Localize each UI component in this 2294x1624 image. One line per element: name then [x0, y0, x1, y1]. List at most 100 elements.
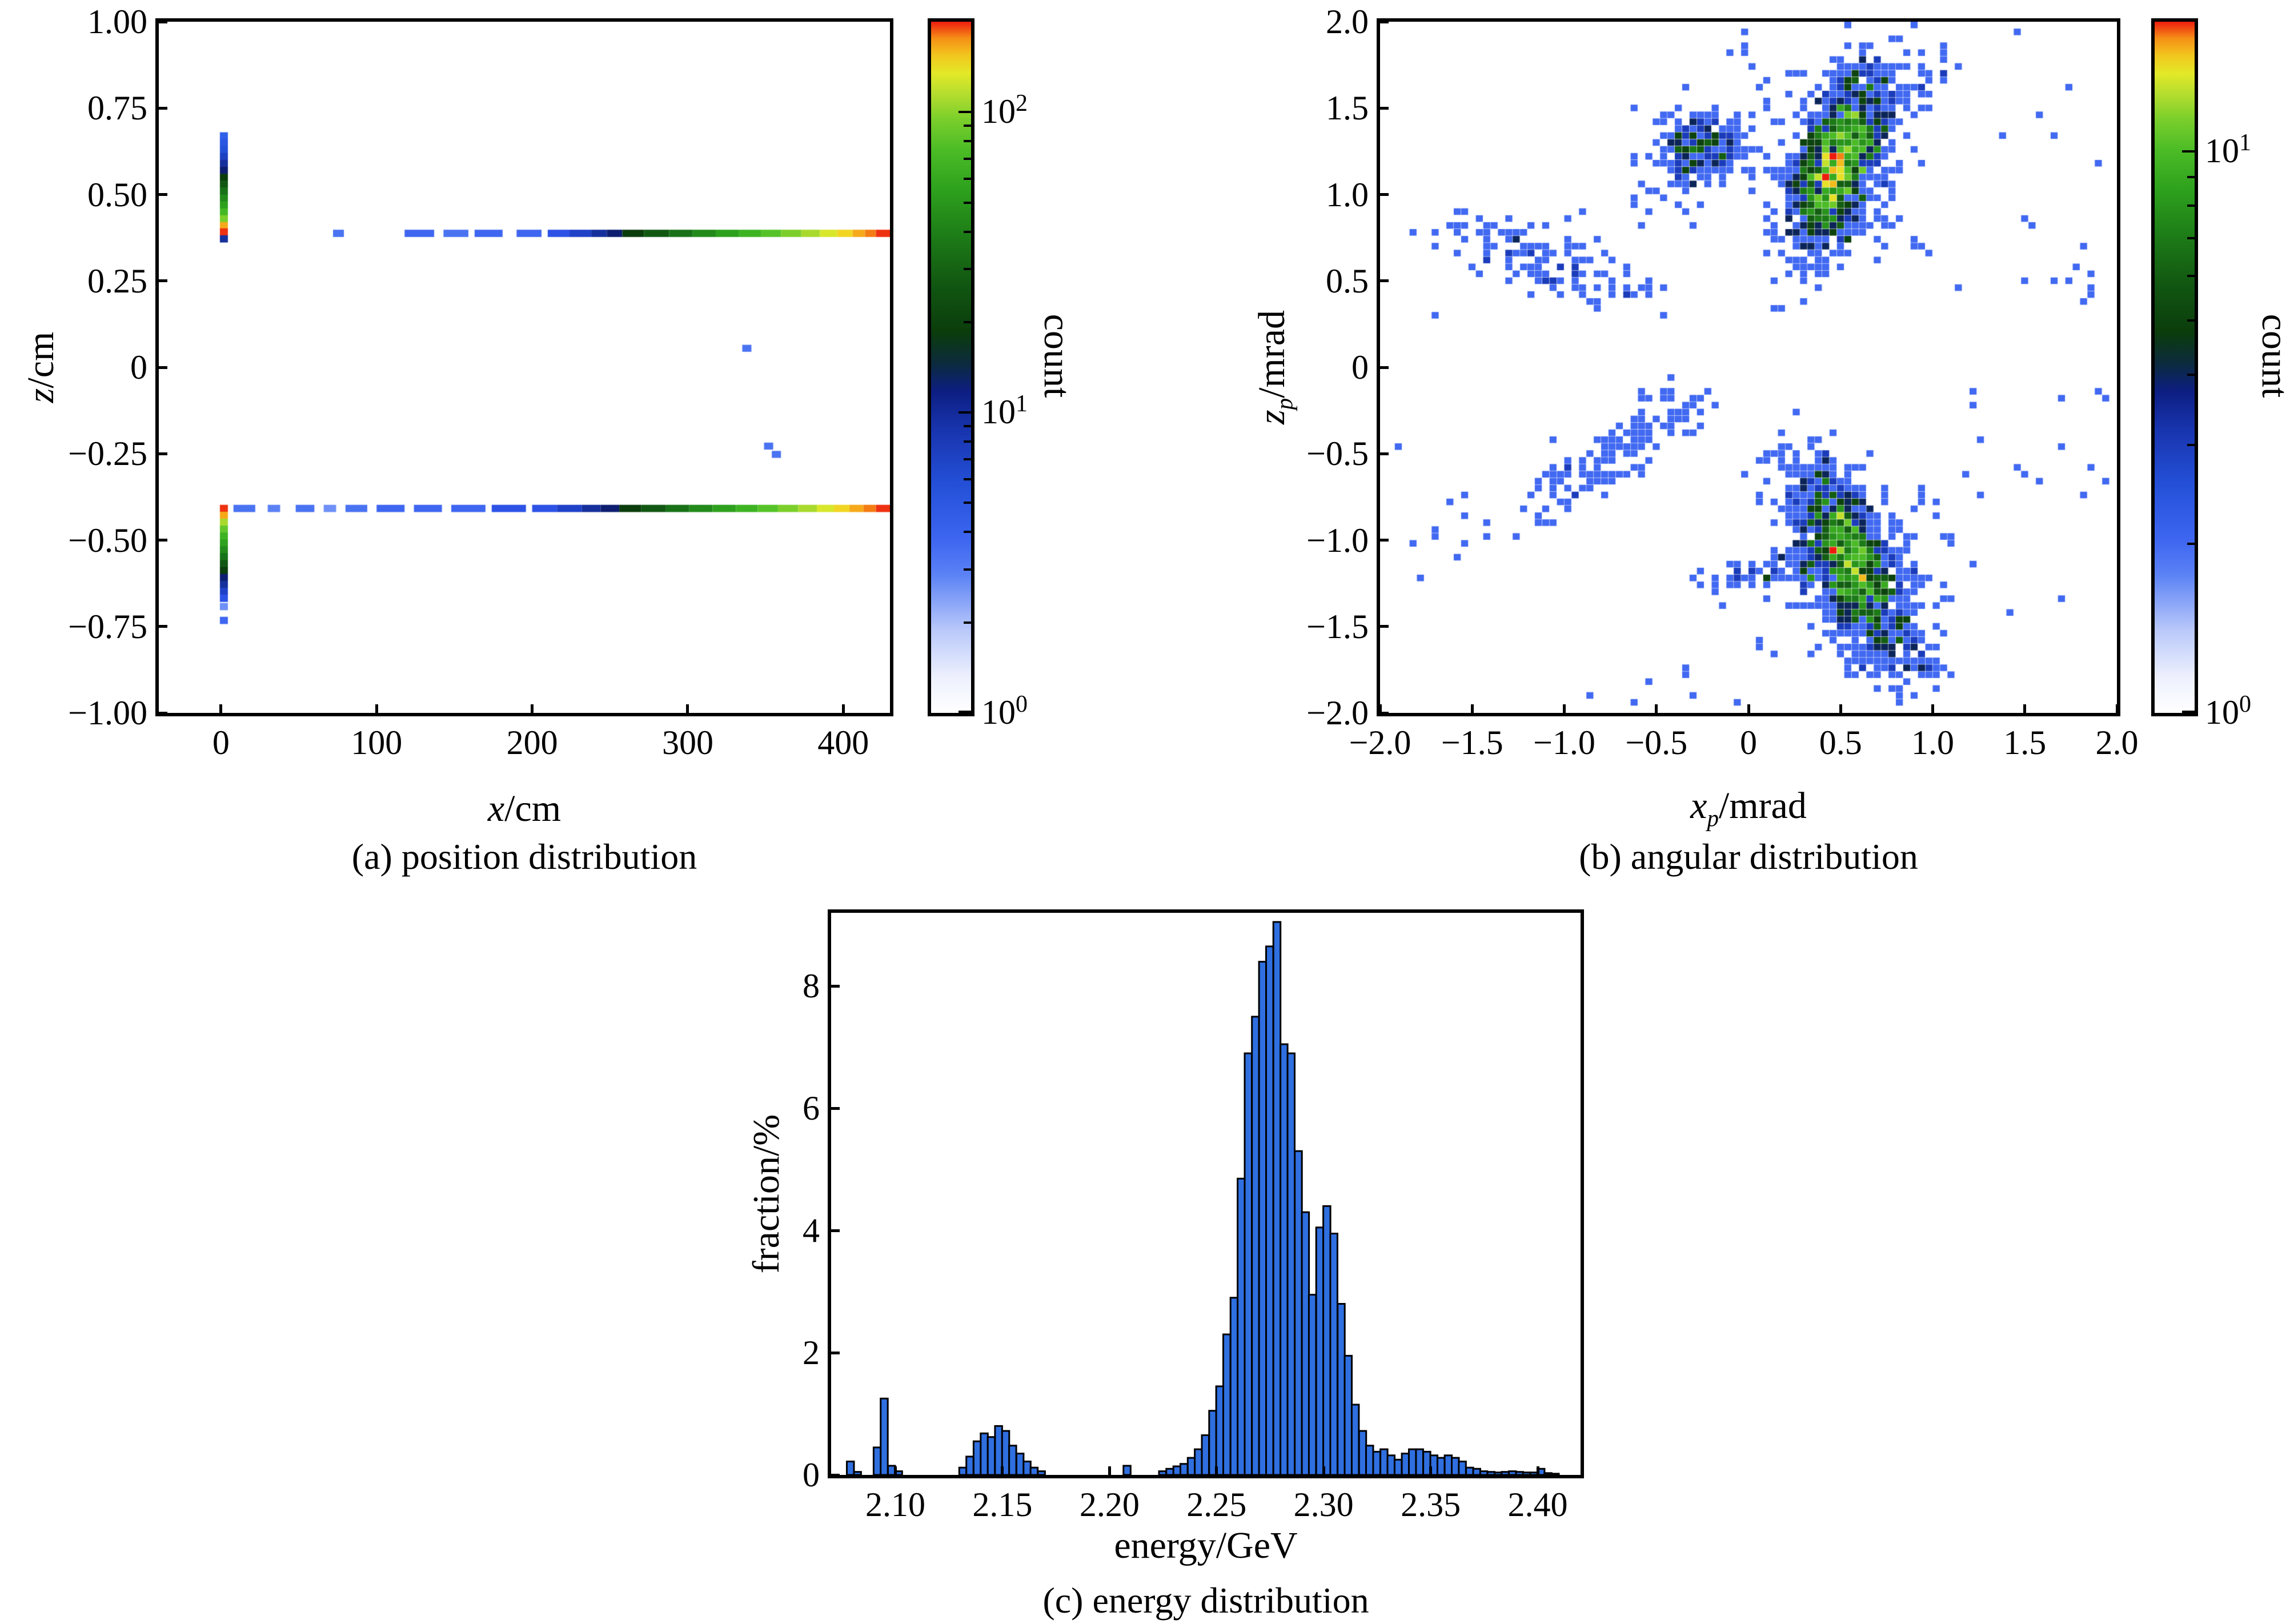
histogram-bar	[1443, 1454, 1453, 1475]
colorbar-minor-tick	[964, 125, 971, 127]
x-axis-label-b: xp/mrad	[1690, 784, 1807, 832]
tick-label-y: 1.5	[1326, 89, 1369, 127]
tick-label-y: 0.5	[1326, 262, 1369, 300]
colorbar-minor-tick	[2187, 373, 2195, 376]
colorbar-minor-tick	[964, 230, 971, 233]
colorbar-minor-tick	[964, 478, 971, 480]
histogram-bar	[1343, 1354, 1353, 1475]
histogram-bar	[1486, 1471, 1496, 1475]
histogram-bar	[1386, 1454, 1395, 1475]
histogram-bar	[1350, 1404, 1360, 1475]
colorbar-minor-tick	[964, 140, 971, 143]
histogram-bar	[1522, 1471, 1531, 1475]
tick-label-y: −1.5	[1306, 607, 1369, 645]
tick-label-y: 0	[1351, 348, 1369, 386]
colorbar-minor-tick	[964, 320, 971, 323]
tick-label-y: 0.50	[87, 175, 147, 214]
colorbar-tick-label: 102	[981, 90, 1028, 131]
colorbar-minor-tick	[964, 268, 971, 271]
tick-label-x: 1.5	[2003, 724, 2047, 761]
y-tick	[1380, 366, 1389, 369]
histogram-bar	[1308, 1294, 1317, 1475]
tick-label-x: 2.40	[1507, 1486, 1568, 1523]
histogram-bar	[853, 1471, 862, 1475]
histogram-bar	[972, 1440, 982, 1475]
x-tick	[1747, 704, 1750, 713]
colorbar-minor-tick	[2187, 443, 2195, 446]
subplot-angular-distribution	[1377, 18, 2120, 716]
tick-label-y: 1.0	[1326, 175, 1369, 214]
colorbar-minor-tick	[2187, 542, 2195, 545]
colorbar-minor-tick	[964, 502, 971, 504]
histogram-bar	[1322, 1205, 1332, 1475]
x-tick	[1470, 704, 1474, 713]
histogram-bar	[1515, 1471, 1524, 1475]
tick-label-x: 0	[1740, 724, 1757, 761]
colorbar-tick-label: 101	[2205, 129, 2251, 170]
tick-label-x: 0.5	[1819, 724, 1862, 761]
histogram-bar	[1372, 1450, 1381, 1475]
tick-label-x: 2.35	[1401, 1486, 1461, 1523]
colorbar-a-title: count	[1036, 314, 1078, 398]
histogram-bar	[1015, 1453, 1025, 1475]
histogram-bar	[880, 1397, 889, 1475]
histogram-bar	[1543, 1472, 1553, 1475]
colorbar-tick-label: 100	[981, 691, 1028, 731]
y-tick	[1380, 711, 1389, 715]
tick-label-y: 2.0	[1326, 3, 1369, 41]
histogram-bar	[980, 1432, 989, 1475]
y-tick	[831, 1229, 840, 1232]
histogram-bar	[1408, 1448, 1417, 1475]
x-tick	[2023, 704, 2027, 713]
x-tick	[531, 704, 534, 713]
histogram-bar	[965, 1455, 974, 1475]
y-tick	[1380, 625, 1389, 628]
x-tick	[375, 704, 378, 713]
histogram-bar	[1365, 1445, 1374, 1475]
histogram-bar	[958, 1466, 968, 1475]
y-tick	[831, 1473, 840, 1477]
x-tick	[2115, 704, 2119, 713]
tick-label-x: −1.5	[1441, 724, 1503, 761]
x-tick	[1108, 1466, 1111, 1475]
tick-label-y: −2.0	[1306, 694, 1369, 732]
x-tick	[1215, 1466, 1218, 1475]
tick-label-x: 400	[817, 724, 869, 761]
colorbar-minor-tick	[2187, 204, 2195, 207]
histogram-bar	[1436, 1457, 1446, 1475]
histogram-bar	[872, 1446, 882, 1475]
tick-label-y: −0.5	[1306, 435, 1369, 473]
x-tick	[893, 1466, 897, 1475]
histogram-bar	[1286, 1052, 1296, 1475]
histogram-bar	[1551, 1473, 1560, 1475]
colorbar-b-title: count	[2254, 314, 2294, 398]
histogram-bar	[1451, 1457, 1460, 1475]
colorbar-minor-tick	[964, 440, 971, 443]
histogram-bar	[1294, 1150, 1303, 1475]
histogram-bar	[1415, 1448, 1424, 1475]
tick-label-x: 1.0	[1911, 724, 1954, 761]
histogram-bar	[1501, 1471, 1510, 1475]
colorbar-minor-tick	[964, 568, 971, 571]
histogram-bar	[1037, 1470, 1046, 1475]
y-tick	[159, 711, 167, 715]
y-tick	[159, 625, 167, 628]
tick-label-x: 2.0	[2095, 724, 2139, 761]
histogram-bar	[1244, 1052, 1253, 1475]
colorbar-major-tick	[958, 111, 971, 114]
histogram-bar	[1458, 1461, 1467, 1475]
histogram-bar	[1008, 1445, 1017, 1475]
histogram-bar	[1022, 1461, 1032, 1475]
colorbar-minor-tick	[2187, 319, 2195, 322]
histogram-bar	[1493, 1471, 1503, 1475]
colorbar-major-tick	[958, 711, 971, 713]
tick-label-x: 300	[661, 724, 713, 761]
histogram-bar	[1222, 1333, 1232, 1475]
y-tick	[159, 452, 167, 455]
tick-label-x: −2.0	[1349, 724, 1411, 761]
tick-label-y: 4	[803, 1212, 820, 1250]
histogram-bar	[1201, 1434, 1210, 1475]
tick-label-x: −0.5	[1625, 724, 1688, 761]
histogram-bar	[1301, 1211, 1310, 1475]
